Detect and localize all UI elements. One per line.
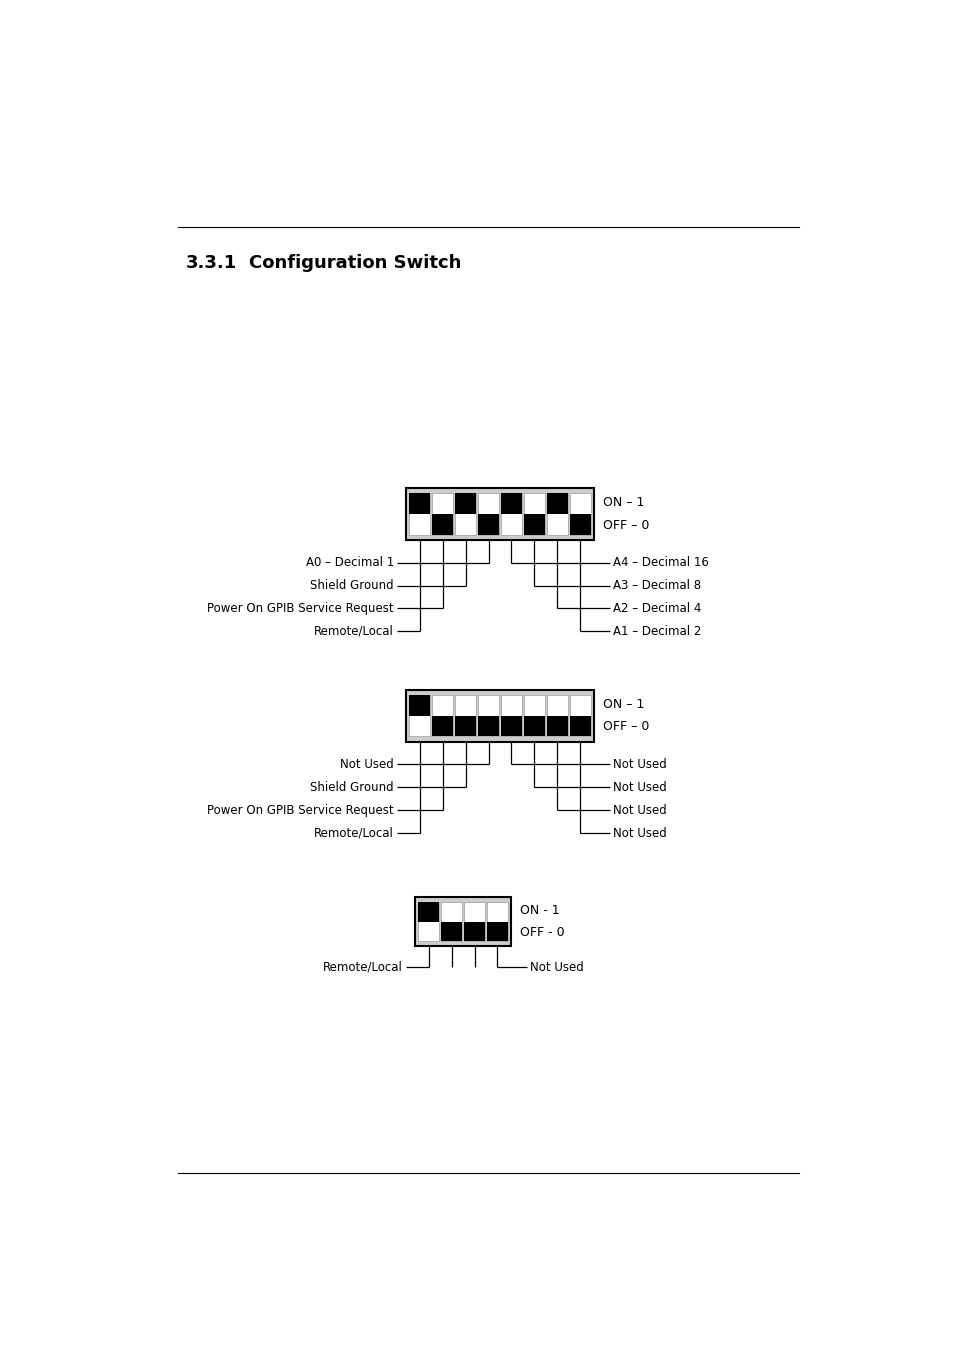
Bar (523, 716, 544, 736)
Bar (432, 513, 453, 535)
Text: ON – 1: ON – 1 (602, 697, 644, 711)
Text: Remote/Local: Remote/Local (322, 961, 402, 974)
Bar (432, 493, 453, 535)
Bar (546, 694, 567, 736)
Bar (415, 897, 511, 947)
Text: OFF - 0: OFF - 0 (519, 925, 564, 939)
Bar (455, 694, 476, 736)
Bar (546, 716, 567, 736)
Text: Shield Ground: Shield Ground (310, 580, 394, 592)
Bar (441, 921, 461, 942)
Bar (487, 901, 507, 942)
Bar (546, 493, 567, 535)
Bar (409, 694, 430, 736)
Bar (546, 493, 567, 513)
Text: Not Used: Not Used (530, 961, 583, 974)
Bar (464, 901, 484, 942)
Bar (455, 493, 476, 535)
Bar (500, 493, 521, 513)
Bar (455, 493, 476, 513)
Bar (500, 694, 521, 736)
Text: Power On GPIB Service Request: Power On GPIB Service Request (207, 804, 394, 817)
Text: OFF – 0: OFF – 0 (602, 519, 649, 532)
Text: Not Used: Not Used (612, 758, 666, 771)
Bar (405, 689, 594, 742)
Bar (523, 493, 544, 535)
Text: Remote/Local: Remote/Local (314, 624, 394, 638)
Bar (405, 488, 594, 540)
Bar (523, 694, 544, 736)
Bar (432, 716, 453, 736)
Bar (417, 901, 438, 942)
Text: ON - 1: ON - 1 (519, 904, 559, 917)
Bar (569, 716, 590, 736)
Text: Remote/Local: Remote/Local (314, 827, 394, 839)
Text: Not Used: Not Used (340, 758, 394, 771)
Text: A4 – Decimal 16: A4 – Decimal 16 (612, 557, 708, 569)
Bar (432, 694, 453, 736)
Bar (477, 716, 498, 736)
Bar (500, 716, 521, 736)
Text: A1 – Decimal 2: A1 – Decimal 2 (612, 624, 700, 638)
Text: OFF – 0: OFF – 0 (602, 720, 649, 734)
Text: A3 – Decimal 8: A3 – Decimal 8 (612, 580, 700, 592)
Bar (417, 901, 438, 921)
Text: 3.3.1: 3.3.1 (186, 254, 236, 272)
Bar (523, 513, 544, 535)
Bar (455, 716, 476, 736)
Text: ON – 1: ON – 1 (602, 496, 644, 509)
Bar (409, 493, 430, 513)
Text: Not Used: Not Used (612, 804, 666, 817)
Text: Not Used: Not Used (612, 781, 666, 794)
Bar (487, 921, 507, 942)
Bar (409, 493, 430, 535)
Bar (569, 493, 590, 535)
Text: Not Used: Not Used (612, 827, 666, 839)
Text: Shield Ground: Shield Ground (310, 781, 394, 794)
Text: A2 – Decimal 4: A2 – Decimal 4 (612, 603, 700, 615)
Bar (477, 513, 498, 535)
Bar (500, 493, 521, 535)
Bar (477, 694, 498, 736)
Bar (464, 921, 484, 942)
Text: Power On GPIB Service Request: Power On GPIB Service Request (207, 603, 394, 615)
Bar (409, 694, 430, 716)
Bar (441, 901, 461, 942)
Text: A0 – Decimal 1: A0 – Decimal 1 (305, 557, 394, 569)
Bar (569, 694, 590, 736)
Text: Configuration Switch: Configuration Switch (249, 254, 460, 272)
Bar (569, 513, 590, 535)
Bar (477, 493, 498, 535)
